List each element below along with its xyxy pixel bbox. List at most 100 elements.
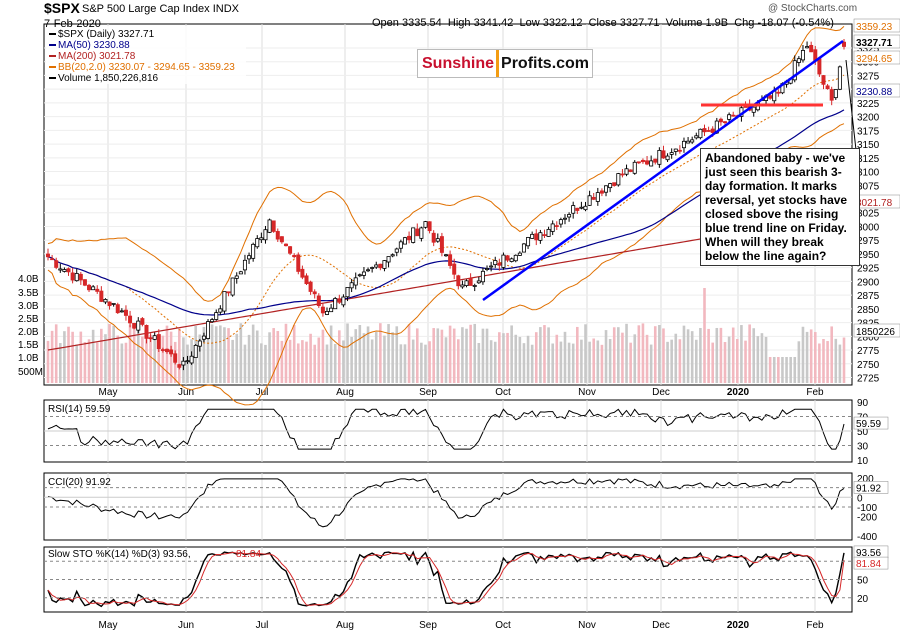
volume-bar — [202, 326, 206, 383]
volume-bar — [403, 344, 407, 383]
candle-body — [206, 321, 211, 339]
volume-bar — [366, 326, 370, 383]
y-tick-label: 2850 — [857, 305, 880, 316]
chart-symbol: $SPX — [44, 0, 80, 16]
volume-bar — [649, 344, 653, 383]
volume-bar — [543, 325, 546, 383]
candle-body — [329, 307, 334, 313]
volume-bar — [596, 340, 600, 383]
candle-body — [54, 260, 59, 268]
volume-bar — [79, 331, 83, 383]
volume-bar — [54, 324, 58, 383]
volume-bar — [95, 342, 99, 383]
candle-body — [189, 355, 194, 364]
volume-bar — [797, 341, 801, 383]
volume-bar — [522, 343, 526, 383]
volume-bar — [719, 327, 723, 383]
x-tick-label-top: Sep — [419, 387, 437, 398]
volume-bar — [260, 343, 263, 383]
candle-body — [193, 344, 198, 359]
volume-bar — [489, 340, 493, 383]
volume-bar — [145, 327, 148, 383]
candle-body — [411, 227, 416, 243]
candle-body — [464, 280, 469, 287]
candle-body — [144, 324, 149, 339]
volume-bar — [760, 333, 764, 383]
candle-body — [842, 41, 847, 47]
volume-bar — [682, 325, 686, 383]
candle-body — [587, 195, 592, 206]
volume-bar — [510, 325, 513, 383]
y-tick-label: 3000 — [857, 222, 880, 233]
candle-body — [743, 106, 748, 108]
candle-body — [526, 237, 531, 247]
candle-body — [435, 238, 440, 242]
volume-bar — [752, 328, 756, 383]
x-tick-label-top: Aug — [336, 387, 354, 398]
sto-d-title: 81.84 — [236, 549, 261, 560]
candle-body — [271, 220, 276, 232]
osc-value-box — [853, 416, 889, 430]
volume-bar — [748, 324, 751, 383]
candle-body — [103, 299, 108, 303]
volume-bar — [768, 357, 772, 383]
value-label-box — [853, 50, 900, 65]
osc-value-label: 93.56 — [856, 548, 881, 559]
volume-bar — [457, 339, 460, 383]
rsi-tick: 90 — [857, 398, 869, 409]
candle-body — [468, 278, 473, 286]
osc-value-label: 59.59 — [856, 419, 881, 430]
candle-body — [169, 349, 174, 355]
candle-body — [308, 281, 313, 292]
volume-bar — [272, 328, 275, 383]
candle-body — [279, 236, 284, 243]
candle-body — [517, 252, 522, 256]
volume-bar — [71, 331, 74, 383]
candle-body — [160, 349, 165, 351]
volume-bar — [740, 325, 743, 383]
volume-bar — [785, 357, 788, 383]
volume-bar — [781, 357, 784, 383]
candle-body — [829, 89, 834, 101]
y-tick-label: 2950 — [857, 250, 880, 261]
cci-tick: -200 — [857, 513, 877, 524]
y-tick-label: 3275 — [857, 71, 880, 82]
volume-bar — [75, 344, 79, 383]
volume-bar — [362, 333, 366, 383]
candle-body — [628, 169, 633, 172]
candle-body — [345, 287, 350, 298]
watermark: @ StockCharts.com — [768, 3, 858, 14]
volume-bar — [108, 324, 111, 383]
candle-body — [304, 275, 309, 285]
volume-bar — [703, 288, 706, 383]
volume-bar — [575, 326, 579, 383]
candle-body — [731, 114, 736, 117]
volume-bar — [678, 339, 682, 383]
volume-bar — [210, 324, 214, 383]
cci-tick: -400 — [857, 532, 877, 543]
volume-bar — [731, 327, 735, 383]
candle-body — [501, 254, 506, 268]
candle-body — [448, 254, 453, 266]
candle-body — [164, 348, 169, 353]
volume-bar — [235, 333, 239, 383]
candle-body — [58, 268, 63, 271]
volume-bar — [518, 336, 522, 383]
volume-bar — [255, 330, 259, 383]
volume-bar — [239, 323, 243, 383]
y-tick-label: 3325 — [857, 44, 880, 55]
candle-body — [632, 161, 637, 174]
volume-bar — [132, 325, 136, 383]
value-label-box — [853, 34, 900, 49]
candle-body — [530, 233, 535, 239]
y-tick-label: 2875 — [857, 291, 880, 302]
candle-body — [378, 263, 383, 269]
y-tick-label: 2900 — [857, 277, 880, 288]
volume-bar — [149, 334, 152, 383]
volume-bar — [329, 325, 333, 383]
candle-body — [636, 161, 641, 164]
candle-body — [612, 182, 617, 186]
volume-bar — [637, 325, 641, 383]
volume-bar — [514, 334, 518, 383]
candle-body — [595, 192, 600, 202]
